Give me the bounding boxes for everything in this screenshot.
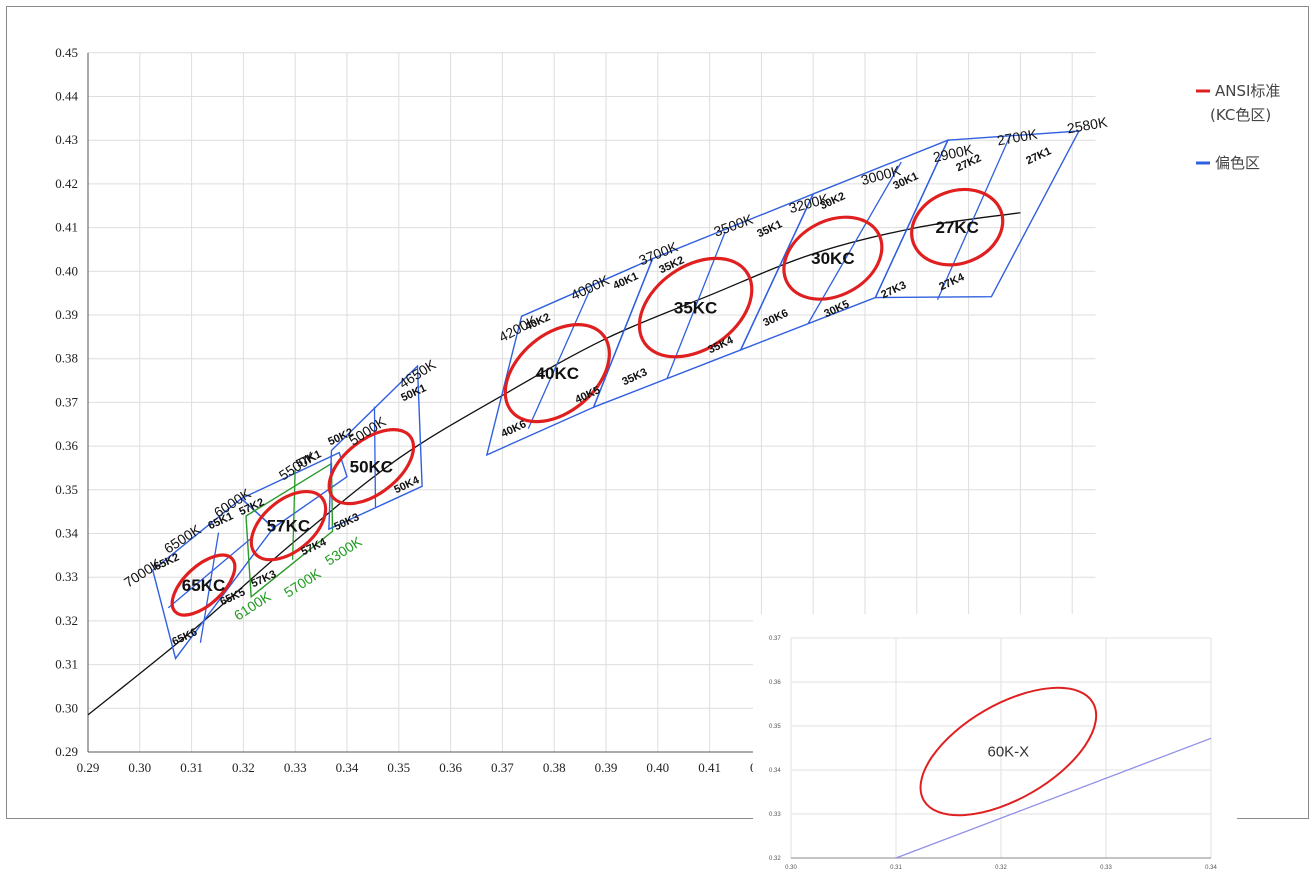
kc-label: 50KC <box>350 458 393 477</box>
inset-y-tick-label: 0.32 <box>769 856 781 862</box>
x-tick-label: 0.35 <box>387 760 410 775</box>
bin-label: 35K3 <box>620 366 649 388</box>
bin-region-50k <box>328 364 423 531</box>
bin-label: 35K1 <box>755 218 784 240</box>
bin-label: 65K6 <box>170 626 199 648</box>
y-tick-label: 0.29 <box>55 744 78 759</box>
bin-divider <box>167 537 253 609</box>
x-tick-label: 0.34 <box>336 760 359 775</box>
y-tick-label: 0.45 <box>55 45 78 60</box>
bin-region-27k <box>874 130 1081 299</box>
kc-label: 35KC <box>674 299 717 318</box>
x-tick-label: 0.38 <box>543 760 566 775</box>
bin-divider <box>666 231 726 379</box>
kc-label: 27KC <box>935 218 978 237</box>
inset-y-tick-label: 0.34 <box>769 768 781 774</box>
y-tick-label: 0.31 <box>55 657 78 672</box>
bin-label: 50K2 <box>326 426 355 448</box>
bin-divider-green <box>291 467 296 560</box>
x-tick-label: 0.36 <box>439 760 462 775</box>
bin-divider <box>373 406 377 508</box>
bin-divider <box>936 135 1011 300</box>
inset-x-tick-label: 0.33 <box>1100 865 1112 871</box>
inset-chart: 0.30 0.31 0.32 0.33 0.34 0.32 0.33 0.34 0.35 0.36… <box>753 614 1237 872</box>
x-tick-label: 0.29 <box>77 760 100 775</box>
y-tick-label: 0.37 <box>55 394 78 409</box>
inset-x-tick-label: 0.32 <box>995 865 1007 871</box>
blackbody-locus <box>88 212 1021 716</box>
bin-label: 40K1 <box>611 270 640 292</box>
inset-x-tick-label: 0.31 <box>890 865 902 871</box>
x-tick-label: 0.31 <box>180 760 203 775</box>
inset-ellipse-label: 60K-X <box>987 744 1029 761</box>
bin-label: 30K5 <box>822 298 851 320</box>
y-tick-label: 0.38 <box>55 351 78 366</box>
cct-label: 2700K <box>996 126 1039 149</box>
bin-divider <box>199 532 220 643</box>
kc-ellipse-40kc <box>503 323 611 424</box>
y-tick-label: 0.30 <box>55 700 78 715</box>
x-tick-label: 0.37 <box>491 760 514 775</box>
kc-label: 57KC <box>267 517 310 536</box>
bin-label: 40K6 <box>499 418 528 440</box>
legend-label-offcolor: 偏色区 <box>1215 154 1260 172</box>
inset-ellipse <box>919 686 1098 817</box>
cct-label: 6500K <box>161 521 204 557</box>
y-tick-label: 0.34 <box>55 526 78 541</box>
legend-label-ansi-sub: (KC色区) <box>1210 106 1271 124</box>
kc-ellipse-30kc <box>782 215 884 301</box>
bin-divider <box>527 288 592 429</box>
inset-y-tick-label: 0.35 <box>769 724 781 730</box>
x-tick-label: 0.39 <box>595 760 618 775</box>
legend-label-ansi: ANSI标准 <box>1215 82 1280 100</box>
kc-label: 40KC <box>536 364 579 383</box>
kc-ellipse-65kc <box>170 553 237 617</box>
inset-y-tick-label: 0.37 <box>769 636 781 642</box>
kc-ellipse-27kc <box>910 187 1005 267</box>
y-tick-label: 0.32 <box>55 613 78 628</box>
green-cct-label: 5300K <box>322 533 365 569</box>
cct-label: 2580K <box>1066 114 1109 137</box>
y-tick-label: 0.36 <box>55 438 78 453</box>
y-tick-label: 0.33 <box>55 569 78 584</box>
inset-y-tick-label: 0.33 <box>769 812 781 818</box>
kc-ellipse-57kc <box>249 489 328 562</box>
kc-ellipse-50kc <box>327 428 416 506</box>
inset-y-tick-label: 0.36 <box>769 680 781 686</box>
bin-label: 27K1 <box>1024 145 1053 167</box>
x-tick-label: 0.40 <box>646 760 669 775</box>
y-tick-label: 0.44 <box>55 89 78 104</box>
inset-x-tick-label: 0.34 <box>1205 865 1217 871</box>
kc-ellipse-35kc <box>637 256 754 359</box>
bin-label: 30K6 <box>761 307 790 329</box>
green-cct-label: 5700K <box>281 565 324 601</box>
bin-label: 40K5 <box>573 384 602 406</box>
y-tick-label: 0.41 <box>55 220 78 235</box>
kc-label: 65KC <box>182 576 225 595</box>
x-tick-label: 0.30 <box>128 760 151 775</box>
bin-label: 65K1 <box>206 510 235 532</box>
bin-label: 27K4 <box>937 271 967 293</box>
inset-locus-line <box>895 737 1212 859</box>
x-tick-label: 0.32 <box>232 760 255 775</box>
y-tick-label: 0.43 <box>55 132 78 147</box>
x-tick-label: 0.41 <box>698 760 721 775</box>
y-tick-label: 0.35 <box>55 482 78 497</box>
kc-label: 30KC <box>811 249 854 268</box>
bin-divider <box>807 161 902 325</box>
cct-label: 3500K <box>712 211 756 240</box>
y-tick-label: 0.39 <box>55 307 78 322</box>
y-tick-label: 0.40 <box>55 263 78 278</box>
inset-x-tick-label: 0.30 <box>785 865 797 871</box>
x-tick-label: 0.33 <box>284 760 307 775</box>
bin-region-57k-green <box>245 462 334 599</box>
bin-label: 65K2 <box>152 551 181 573</box>
y-tick-label: 0.42 <box>55 176 78 191</box>
legend: ANSI标准 (KC色区) 偏色区 <box>1196 82 1280 172</box>
